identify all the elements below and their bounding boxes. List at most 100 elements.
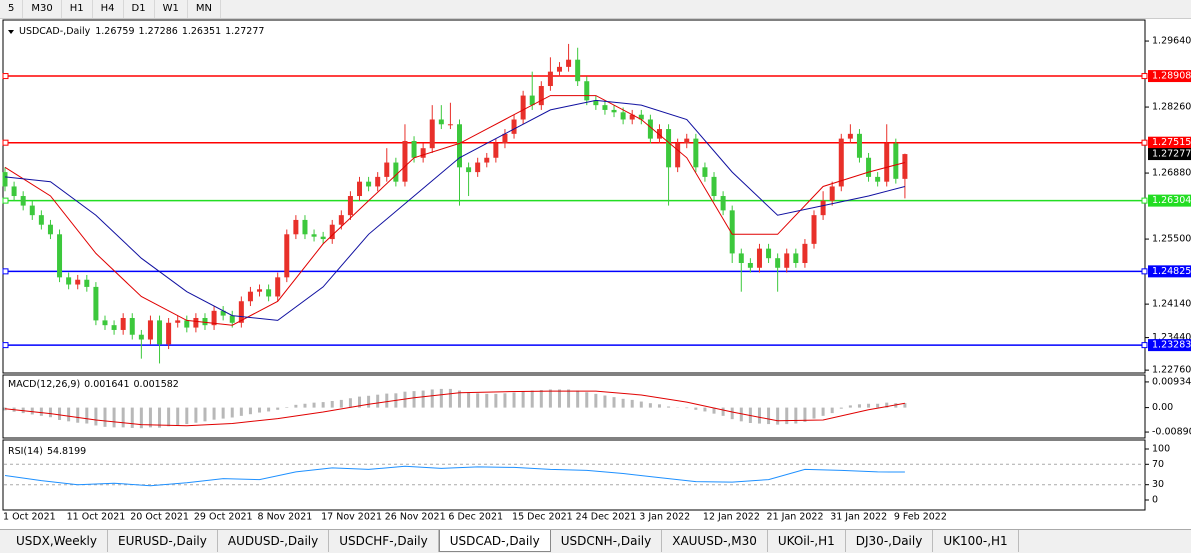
moving-average bbox=[4, 99, 906, 321]
candle-body bbox=[220, 310, 226, 316]
candle-body bbox=[811, 215, 817, 244]
timeframe-button[interactable]: H4 bbox=[93, 0, 124, 18]
candle-body bbox=[457, 124, 462, 168]
candle-body bbox=[129, 317, 135, 335]
macd-bar bbox=[567, 389, 571, 408]
macd-bar bbox=[367, 395, 371, 408]
candle-body bbox=[666, 129, 672, 168]
macd-bar bbox=[739, 407, 743, 422]
macd-bar bbox=[848, 405, 852, 408]
candle-body bbox=[775, 258, 781, 268]
macd-bar bbox=[603, 395, 607, 408]
level-marker bbox=[1141, 73, 1148, 80]
timeframe-button[interactable]: MN bbox=[188, 0, 221, 18]
macd-bar bbox=[330, 401, 334, 408]
x-tick-label: 21 Jan 2022 bbox=[767, 512, 824, 523]
candle-body bbox=[320, 236, 326, 240]
candle-body bbox=[384, 162, 390, 177]
macd-bar bbox=[548, 389, 552, 408]
macd-bar bbox=[112, 407, 116, 428]
timeframe-button[interactable]: M30 bbox=[23, 0, 62, 18]
macd-bar bbox=[612, 397, 616, 408]
y-tick-label: 0.009345 bbox=[1152, 376, 1191, 387]
macd-bar bbox=[39, 407, 43, 416]
macd-bar bbox=[776, 407, 780, 425]
high: 1.27286 bbox=[139, 26, 178, 37]
chart-tab[interactable]: XAUUSD-,M30 bbox=[662, 530, 768, 552]
macd-bar bbox=[248, 407, 252, 415]
candle-body bbox=[520, 95, 526, 120]
macd-bar bbox=[667, 406, 671, 408]
macd-bar bbox=[794, 407, 798, 424]
menu-arrow[interactable] bbox=[8, 30, 14, 34]
macd-bar bbox=[348, 398, 352, 408]
chart-tab[interactable]: UKOil-,H1 bbox=[768, 530, 846, 552]
timeframe-button[interactable]: H1 bbox=[62, 0, 93, 18]
chart-tab[interactable]: USDX,Weekly bbox=[6, 530, 108, 552]
macd-bar bbox=[648, 403, 652, 408]
candle-body bbox=[620, 112, 626, 120]
macd-bar bbox=[657, 404, 661, 408]
macd-bar bbox=[121, 407, 125, 428]
rsi-line bbox=[4, 465, 905, 487]
rsi-header: RSI(14) 54.8199 bbox=[8, 446, 86, 457]
macd-bar bbox=[103, 407, 107, 427]
candle-body bbox=[157, 320, 163, 345]
macd-bar bbox=[58, 407, 62, 420]
macd-bar bbox=[539, 390, 543, 408]
chart-tab[interactable]: USDCNH-,Daily bbox=[551, 530, 663, 552]
candle-body bbox=[884, 143, 890, 182]
level-marker bbox=[2, 268, 9, 275]
chart-tab[interactable]: USDCAD-,Daily bbox=[438, 530, 551, 552]
chart-tab[interactable]: DJ30-,Daily bbox=[846, 530, 934, 552]
candle-body bbox=[820, 200, 826, 216]
candle-body bbox=[584, 81, 590, 101]
y-tick-label: -0.00890 bbox=[1152, 427, 1191, 438]
candle-body bbox=[302, 219, 308, 235]
candle-body bbox=[729, 210, 735, 254]
level-marker bbox=[1141, 197, 1148, 204]
candle-body bbox=[311, 234, 317, 237]
macd-bar bbox=[448, 388, 452, 408]
candle-body bbox=[138, 334, 144, 340]
macd-bar bbox=[385, 393, 389, 408]
candle-body bbox=[475, 162, 481, 173]
macd-bar bbox=[167, 407, 171, 427]
timeframe-button[interactable]: 5 bbox=[0, 0, 24, 18]
candle-body bbox=[593, 100, 599, 106]
x-tick-label: 6 Dec 2021 bbox=[448, 512, 503, 523]
macd-bar bbox=[412, 391, 416, 408]
chart-tab[interactable]: USDCHF-,Daily bbox=[329, 530, 439, 552]
x-tick-label: 31 Jan 2022 bbox=[830, 512, 887, 523]
level-tag bbox=[1148, 136, 1191, 149]
level-marker bbox=[2, 342, 9, 349]
macd-bar bbox=[767, 407, 771, 425]
candle-body bbox=[38, 215, 44, 225]
timeframe-button[interactable]: W1 bbox=[155, 0, 188, 18]
macd-bar bbox=[721, 407, 725, 416]
macd-bar bbox=[521, 391, 525, 408]
macd-bar bbox=[76, 407, 80, 423]
candle-body bbox=[502, 133, 508, 144]
y-tick-label: 1.24140 bbox=[1152, 299, 1191, 310]
macd-bar bbox=[458, 390, 461, 408]
macd-bar bbox=[821, 407, 825, 416]
candle-body bbox=[784, 253, 790, 268]
current-price: 1.27277 bbox=[1152, 149, 1191, 160]
chart-tab[interactable]: EURUSD-,Daily bbox=[108, 530, 218, 552]
candle-body bbox=[402, 141, 408, 182]
timeframe-button[interactable]: D1 bbox=[124, 0, 155, 18]
macd-bar bbox=[503, 393, 507, 408]
candle-body bbox=[684, 138, 690, 144]
y-tick-label: 70 bbox=[1152, 459, 1164, 470]
candle-body bbox=[75, 279, 81, 285]
y-tick-label: 1.26880 bbox=[1152, 168, 1191, 179]
candle-body bbox=[793, 253, 799, 263]
candle-body bbox=[357, 181, 363, 197]
candle-body bbox=[647, 119, 653, 139]
chart-tab[interactable]: UK100-,H1 bbox=[933, 530, 1019, 552]
macd-bar bbox=[403, 391, 407, 408]
candle-body bbox=[538, 86, 544, 106]
chart-tab[interactable]: AUDUSD-,Daily bbox=[218, 530, 330, 552]
candle-body bbox=[338, 215, 344, 225]
